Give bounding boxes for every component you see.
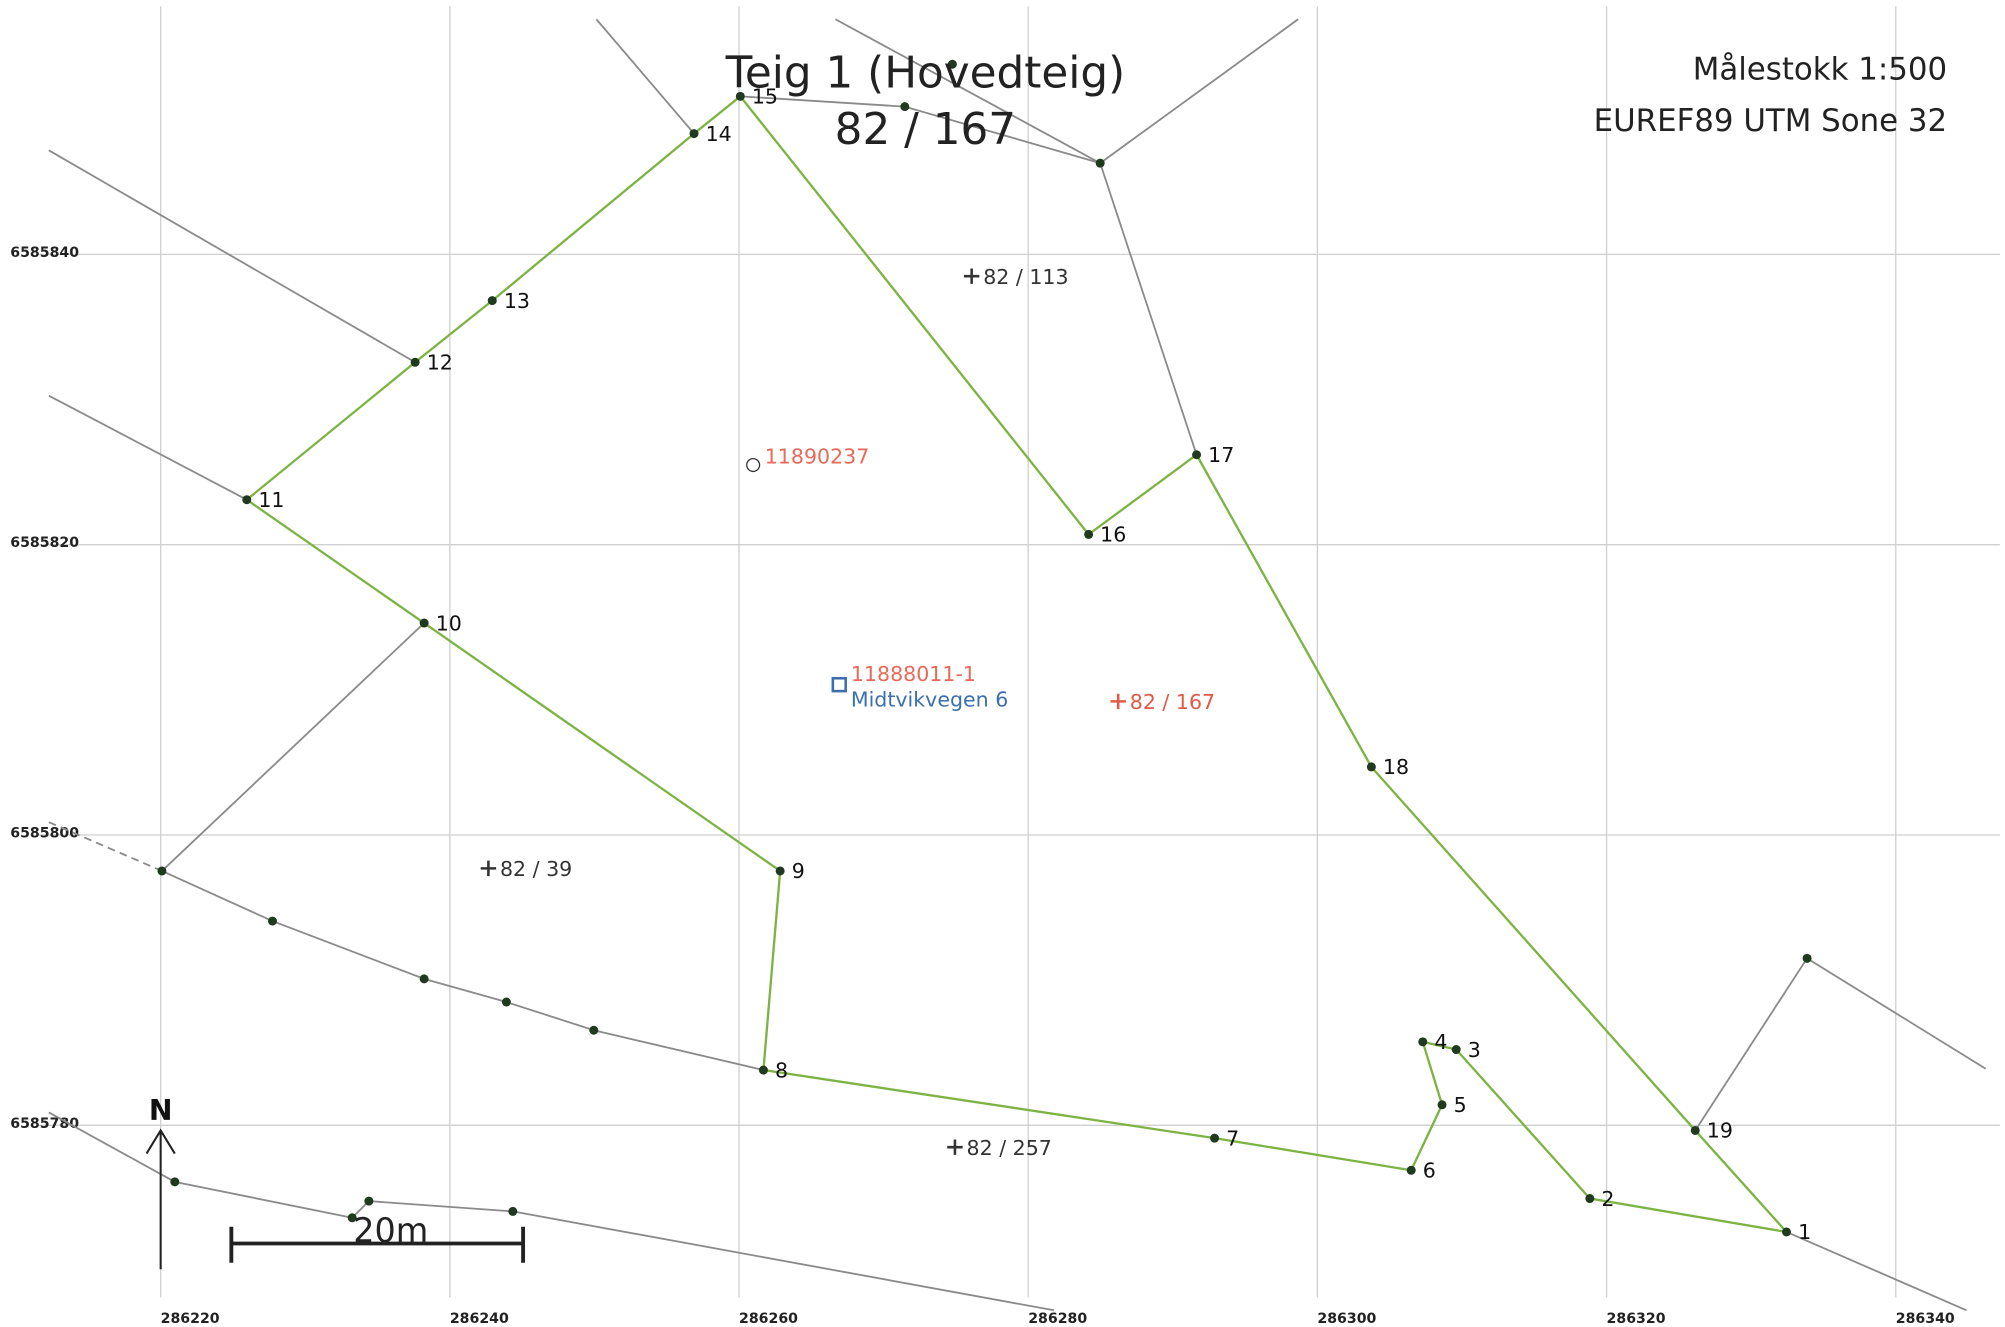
boundary-line [595, 18, 695, 135]
parcel-label: 82 / 113 [983, 265, 1068, 289]
point-number: 1 [1798, 1220, 1811, 1244]
vertex [347, 1213, 357, 1223]
vertex [508, 1206, 518, 1216]
boundary-line [48, 1111, 1055, 1312]
grid-x-label: 286340 [1896, 1311, 1955, 1327]
point-number: 2 [1601, 1187, 1614, 1211]
point-number: 5 [1454, 1093, 1467, 1117]
vertex [589, 1025, 599, 1035]
boundary-point [1210, 1133, 1220, 1143]
point-number: 17 [1208, 443, 1234, 467]
boundary-point [487, 296, 497, 306]
scale-bar-label: 20m [353, 1211, 428, 1250]
address-id: 11888011-1 [851, 662, 976, 686]
vertex [364, 1196, 374, 1206]
boundary-line [1099, 162, 1198, 456]
boundary-point [1437, 1100, 1447, 1110]
boundary-point [1418, 1037, 1428, 1047]
point-number: 16 [1100, 523, 1126, 547]
boundary-point [1084, 529, 1094, 539]
grid-x-label: 286320 [1607, 1311, 1666, 1327]
north-label: N [149, 1094, 173, 1127]
boundary-line [48, 821, 163, 872]
grid-x-label: 286300 [1317, 1311, 1376, 1327]
point-number: 19 [1707, 1119, 1733, 1143]
point-number: 14 [706, 122, 732, 146]
point-number: 10 [436, 611, 462, 635]
boundary-point [419, 618, 429, 628]
vertex [501, 997, 511, 1007]
boundary-point [735, 91, 745, 101]
address-marker [831, 676, 847, 693]
title: Teig 1 (Hovedteig) [725, 47, 1126, 98]
parcel-label: 82 / 39 [500, 857, 572, 881]
boundary-point [1406, 1165, 1416, 1175]
boundary-line [1694, 957, 1987, 1131]
point-number: 7 [1226, 1126, 1239, 1150]
north-arrow [145, 1128, 176, 1270]
boundary-point [1192, 450, 1202, 460]
point-number: 12 [427, 351, 453, 375]
parcel-marker [480, 860, 497, 877]
scale-bar [229, 1226, 526, 1263]
grid-y-label: 6585800 [10, 826, 79, 842]
boundary-point [689, 129, 699, 139]
point-number: 8 [775, 1058, 788, 1082]
vertex [419, 974, 429, 984]
point-number: 11 [258, 488, 284, 512]
vertex [170, 1177, 180, 1187]
boundary-point [775, 866, 785, 876]
address-name: Midtvikvegen 6 [851, 688, 1008, 712]
vertex [1095, 158, 1105, 168]
point-number: 13 [504, 289, 530, 313]
grid-x-label: 286260 [739, 1311, 798, 1327]
parcel-label: 82 / 257 [967, 1136, 1052, 1160]
vertex [947, 59, 957, 69]
parcel-marker [963, 268, 980, 284]
subtitle: 82 / 167 [835, 104, 1016, 155]
grid-y-label: 6585820 [10, 535, 79, 551]
vertex [1802, 953, 1812, 963]
point-number: 3 [1468, 1038, 1481, 1062]
vertex [267, 916, 277, 926]
boundary-line [48, 149, 416, 364]
vertex [157, 866, 167, 876]
building-marker [746, 457, 761, 473]
boundary-point [242, 495, 252, 505]
boundary-point [758, 1065, 768, 1075]
grid-x-label: 286220 [161, 1311, 220, 1327]
vertex [900, 102, 910, 112]
scale-text: Målestokk 1:500 [1693, 52, 1947, 88]
boundary-point [410, 357, 420, 367]
boundary-point [1690, 1125, 1700, 1135]
boundary-line [48, 394, 248, 501]
point-number: 18 [1383, 755, 1409, 779]
point-number: 6 [1423, 1159, 1436, 1183]
parcel-marker [947, 1139, 963, 1155]
boundary-line [161, 622, 425, 872]
boundary-point [1451, 1045, 1461, 1055]
parcel-label: 82 / 167 [1130, 690, 1215, 714]
grid-x-label: 286240 [450, 1311, 509, 1327]
projection-text: EUREF89 UTM Sone 32 [1594, 103, 1948, 139]
parcel-boundary [244, 94, 1790, 1234]
grid-x-label: 286280 [1028, 1311, 1087, 1327]
boundary-line [1786, 1231, 1967, 1312]
point-number: 9 [792, 859, 805, 883]
point-number: 4 [1434, 1030, 1447, 1054]
building-label: 11890237 [765, 445, 870, 469]
parcel-marker [1110, 693, 1126, 710]
point-number: 15 [752, 85, 778, 109]
boundary-point [1782, 1227, 1792, 1237]
boundary-line [161, 870, 764, 1071]
grid-y-label: 6585840 [10, 245, 79, 261]
boundary-point [1585, 1194, 1595, 1204]
boundary-point [1366, 762, 1376, 772]
